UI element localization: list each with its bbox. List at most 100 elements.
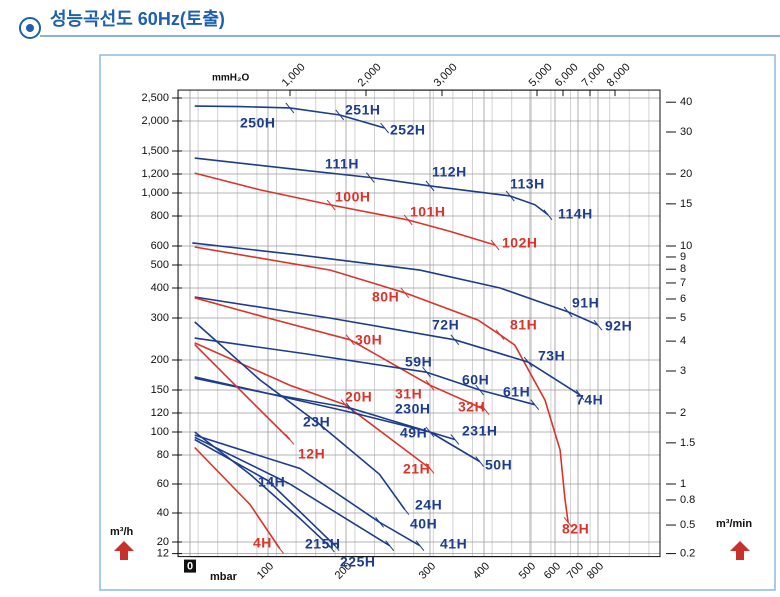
curve: [499, 334, 569, 523]
curve-label: 73H: [538, 348, 565, 364]
curve: [194, 157, 371, 179]
curve-label: 30H: [355, 332, 382, 348]
curve-end-tick: [480, 404, 490, 415]
x-tick-label: 400: [471, 560, 492, 581]
x2-tick-label: 8,000: [605, 61, 633, 89]
x2-axis-title: mmH₂O: [212, 73, 249, 84]
y-tick-label: 12: [157, 548, 169, 560]
y2-tick-label: 20: [680, 168, 692, 180]
curve-end-tick: [326, 199, 336, 211]
curve-label: 23H: [303, 414, 330, 430]
x2-tick-label: 7,000: [580, 61, 608, 89]
y-tick-label: 2,500: [141, 92, 169, 104]
curve-label: 80H: [372, 289, 399, 305]
curve-label: 12H: [298, 446, 325, 462]
curve-label: 225H: [340, 554, 375, 570]
curve: [509, 195, 549, 216]
y-tick-label: 60: [157, 478, 169, 490]
curve-label: 100H: [335, 189, 370, 205]
curve: [194, 172, 332, 206]
curve-label: 215H: [305, 536, 340, 552]
curve-label: 112H: [432, 164, 467, 180]
curve-end-tick: [490, 239, 500, 251]
curve-end-tick: [285, 434, 295, 445]
curve: [429, 185, 511, 197]
y-tick-label: 400: [151, 282, 169, 294]
chart-frame: [99, 54, 776, 591]
curve-end-tick: [275, 543, 285, 554]
y2-tick-label: 0.2: [680, 548, 695, 560]
curve-label: 14H: [258, 474, 285, 490]
y-tick-label: 1,000: [141, 187, 169, 199]
curve-end-tick: [345, 402, 355, 414]
x-axis-title: mbar: [210, 571, 238, 583]
curve-label: 82H: [562, 521, 589, 537]
y-tick-label: 80: [157, 449, 169, 461]
y2-tick-label: 30: [680, 126, 692, 138]
y-tick-label: 40: [157, 507, 169, 519]
curve-label: 102H: [502, 235, 537, 251]
y2-tick-label: 5: [680, 312, 686, 324]
y2-tick-label: 0.5: [680, 519, 695, 531]
curve: [194, 438, 336, 547]
curve-end-tick: [593, 319, 603, 331]
curve-end-tick: [365, 172, 375, 183]
curve-label: 92H: [605, 318, 632, 334]
y-tick-label: 1,200: [141, 168, 169, 180]
x-tick-label: 0: [187, 561, 193, 573]
curve: [194, 434, 381, 523]
curve-label: 113H: [510, 176, 545, 192]
x-tick-label: 600: [542, 560, 563, 581]
x-tick-label: 700: [565, 560, 586, 581]
curve: [319, 424, 406, 510]
y-tick-label: 200: [151, 354, 169, 366]
curve-label: 101H: [410, 204, 445, 220]
x-tick-label: 300: [417, 560, 438, 581]
y2-axis-title: m³/min: [716, 518, 752, 530]
curve: [370, 176, 431, 187]
curve-label: 81H: [510, 317, 537, 333]
curve: [339, 114, 385, 129]
curve-end-tick: [523, 356, 533, 368]
curve: [194, 436, 391, 547]
y2-tick-label: 0.8: [680, 494, 695, 506]
curve-end-tick: [335, 109, 345, 121]
curve: [194, 296, 455, 341]
curve-label: 49H: [400, 425, 427, 441]
page-title: 성능곡선도 60Hz(토출): [50, 9, 225, 29]
curve-label: 231H: [462, 423, 497, 439]
curve: [344, 404, 431, 470]
x2-tick-label: 5,000: [527, 61, 555, 89]
curve-end-tick: [530, 399, 540, 411]
curve: [194, 321, 321, 426]
curve: [407, 219, 496, 246]
curve-label: 252H: [390, 122, 425, 138]
x2-tick-label: 2,000: [356, 61, 384, 89]
y-tick-label: 600: [151, 240, 169, 252]
y-tick-label: 800: [151, 210, 169, 222]
curve: [194, 376, 431, 433]
minor-grid: [178, 90, 660, 557]
curve-label: 91H: [572, 295, 599, 311]
curve-label: 74H: [576, 392, 603, 408]
curve-label: 60H: [462, 372, 489, 388]
curve: [194, 246, 406, 294]
curve-end-tick: [400, 504, 410, 515]
curve: [404, 292, 501, 336]
x2-tick-label: 1,000: [280, 61, 308, 89]
curve: [379, 521, 421, 547]
curve: [194, 337, 427, 373]
y-tick-label: 150: [151, 384, 169, 396]
y2-axis-arrow: [730, 541, 750, 560]
curve: [192, 242, 569, 313]
y2-tick-label: 9: [680, 251, 686, 263]
curve-label: 31H: [395, 386, 422, 402]
curve-end-tick: [330, 540, 340, 552]
curve-end-tick: [575, 389, 585, 401]
y-tick-label: 1,500: [141, 145, 169, 157]
curve-end-tick: [475, 456, 485, 467]
curve-end-tick: [403, 214, 413, 226]
y-axis-title: m³/h: [110, 526, 134, 538]
curve-end-tick: [385, 540, 395, 552]
curve: [194, 431, 331, 548]
